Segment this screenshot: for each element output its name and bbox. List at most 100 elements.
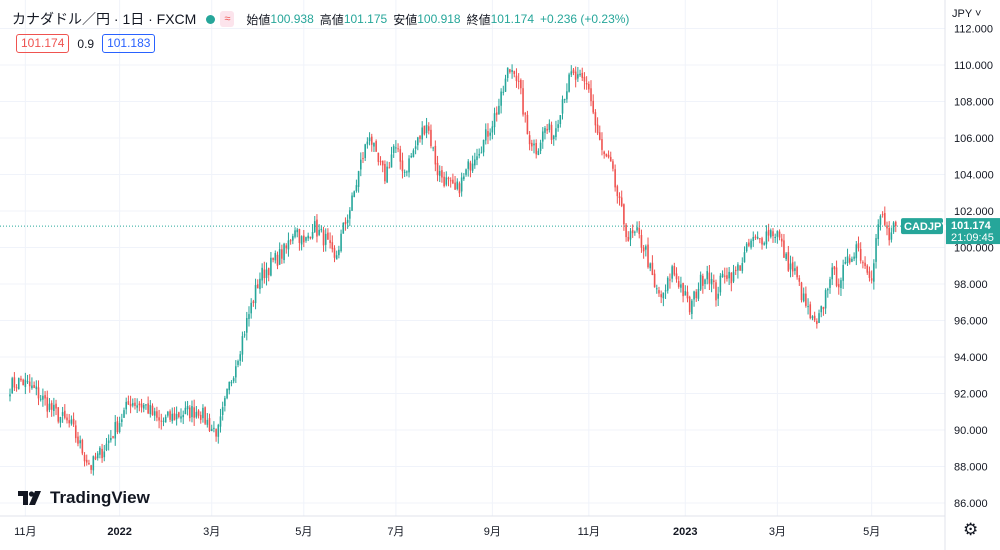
candle-body	[458, 183, 461, 194]
candle-body	[886, 225, 888, 229]
data-badge-icon[interactable]: ≈	[220, 11, 235, 27]
candle-body	[180, 416, 182, 419]
candle-body	[627, 236, 630, 241]
candle-body	[767, 229, 770, 236]
candle-body	[763, 243, 766, 245]
candle-body	[162, 420, 165, 422]
candle-body	[373, 142, 375, 147]
candle-body	[732, 271, 735, 282]
y-tick-label: 104.000	[954, 170, 994, 182]
currency-selector[interactable]: JPY ˅	[952, 8, 982, 20]
candle-body	[482, 139, 485, 153]
candle-body	[460, 177, 463, 192]
candle-body	[384, 163, 386, 182]
candle-body	[873, 263, 875, 282]
candle-body	[129, 403, 132, 407]
time-axis[interactable]: 11月 2022 3月 5月 7月 9月 11月 2023 3月 5月	[14, 526, 880, 538]
candle-body	[423, 125, 426, 135]
x-tick-label: 3月	[769, 526, 786, 538]
candle-body	[142, 404, 145, 409]
candle-body	[688, 296, 691, 313]
candle-body	[355, 185, 358, 192]
candle-body	[263, 269, 266, 279]
candle-body	[430, 129, 432, 147]
candle-body	[752, 237, 755, 241]
candle-body	[824, 290, 827, 309]
candle-body	[379, 161, 382, 163]
x-tick-label: 5月	[863, 526, 880, 538]
candle-body	[320, 228, 323, 231]
symbol-title[interactable]: カナダドル／円 · 1日 · FXCM	[12, 11, 197, 27]
candle-body	[563, 99, 566, 101]
settings-gear-icon[interactable]: ⚙	[963, 520, 979, 539]
candle-body	[800, 282, 803, 301]
candle-body	[300, 236, 303, 245]
candle-body	[90, 465, 92, 470]
candle-body	[294, 230, 296, 237]
candle-body	[48, 403, 51, 410]
x-tick-label: 9月	[484, 526, 501, 538]
close-value: 101.174	[490, 12, 535, 26]
candle-body	[741, 263, 744, 271]
candle-body	[465, 169, 467, 175]
candle-body	[197, 410, 200, 416]
candle-body	[92, 456, 95, 471]
price-axis[interactable]: 86.000 88.000 90.000 92.000 94.000 96.000 98.0…	[954, 24, 994, 511]
candle-body	[537, 150, 540, 155]
candle-body	[28, 381, 31, 387]
candle-body	[191, 406, 193, 418]
candle-body	[228, 381, 231, 391]
candle-body	[712, 280, 715, 283]
candle-body	[511, 70, 513, 72]
candle-body	[324, 233, 327, 245]
candle-body	[331, 242, 334, 250]
candle-body	[550, 124, 553, 140]
candle-body	[596, 124, 599, 134]
candle-body	[270, 257, 272, 276]
candle-body	[99, 447, 101, 455]
tradingview-logo[interactable]: TradingView	[18, 488, 150, 508]
candle-body	[710, 279, 713, 285]
candle-body	[625, 224, 627, 238]
market-status-icon[interactable]	[206, 14, 216, 24]
candle-body	[520, 79, 522, 89]
candle-body	[237, 361, 239, 365]
candle-body	[390, 154, 393, 168]
candle-body	[533, 143, 535, 146]
candle-body	[94, 456, 97, 460]
candle-body	[349, 210, 351, 219]
candle-body	[734, 269, 737, 272]
candle-body	[693, 291, 695, 300]
candle-body	[857, 243, 860, 249]
sell-button[interactable]: 101.174	[16, 34, 70, 53]
candle-body	[204, 407, 206, 424]
candle-body	[342, 222, 345, 234]
candle-body	[22, 379, 24, 386]
candle-body	[274, 253, 277, 261]
buy-button[interactable]: 101.183	[102, 34, 156, 53]
candle-body	[20, 378, 22, 381]
candle-body	[552, 135, 555, 140]
candle-body	[74, 425, 77, 439]
candle-body	[136, 405, 138, 408]
candle-body	[629, 231, 632, 240]
candle-body	[245, 317, 248, 333]
candle-body	[737, 264, 739, 271]
candle-body	[728, 271, 730, 279]
candle-body	[647, 244, 649, 268]
candle-body	[322, 230, 325, 246]
high-value: 101.175	[343, 12, 388, 26]
candle-body	[267, 268, 270, 276]
candle-body	[335, 255, 338, 260]
candle-body	[802, 293, 805, 302]
candle-body	[813, 315, 816, 321]
candle-body	[649, 263, 652, 269]
candle-body	[66, 417, 68, 421]
candle-body	[114, 422, 117, 439]
candle-body	[840, 280, 842, 289]
candle-body	[353, 191, 356, 198]
candle-body	[577, 74, 579, 79]
candle-body	[776, 230, 779, 237]
candle-body	[566, 91, 568, 100]
